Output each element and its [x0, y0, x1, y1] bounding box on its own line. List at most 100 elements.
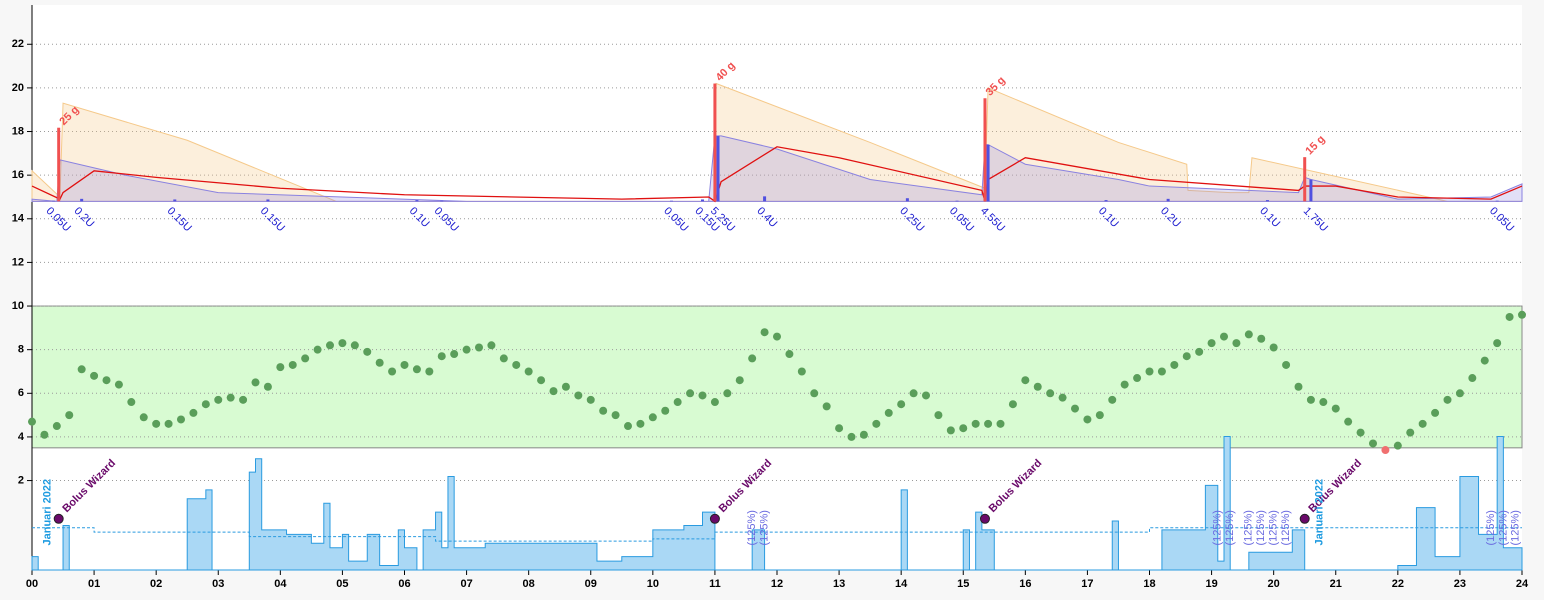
- glucose-point: [1269, 343, 1278, 352]
- glucose-point: [1145, 367, 1154, 376]
- glucose-point: [1008, 400, 1017, 409]
- x-tick-label: 22: [1392, 578, 1404, 590]
- glucose-point: [922, 391, 930, 400]
- glucose-point: [1182, 352, 1191, 361]
- bolus-bar: [955, 200, 959, 202]
- x-tick-label: 06: [398, 578, 410, 590]
- y-tick-label: 10: [12, 300, 24, 312]
- glucose-point: [524, 367, 533, 376]
- glucose-point: [263, 382, 272, 391]
- glucose-point: [1418, 419, 1427, 428]
- glucose-point: [710, 398, 719, 407]
- target-range: [31, 305, 1523, 449]
- bolus-wizard-marker: [1299, 513, 1310, 524]
- glucose-point: [599, 406, 608, 415]
- x-tick-label: 02: [150, 578, 162, 590]
- bolus-bar: [80, 198, 84, 202]
- glucose-point: [388, 367, 397, 376]
- bolus-bar: [669, 200, 673, 202]
- bolus-bar: [173, 199, 177, 202]
- y-tick-label: 20: [12, 82, 24, 94]
- glucose-point: [561, 382, 570, 391]
- glucose-point: [1455, 389, 1464, 398]
- x-tick-label: 20: [1268, 578, 1280, 590]
- bolus-bar: [415, 200, 419, 202]
- glucose-point: [810, 389, 819, 398]
- glucose-point: [214, 395, 223, 404]
- temp-basal-label: (125%): [1224, 510, 1236, 545]
- temp-basal-label: (125%): [1243, 510, 1255, 545]
- x-tick-label: 01: [88, 578, 100, 590]
- glucose-point: [611, 411, 620, 420]
- glucose-point: [1083, 415, 1092, 424]
- glucose-point: [512, 360, 521, 369]
- y-tick-label: 6: [18, 387, 24, 399]
- glucose-point: [152, 419, 161, 428]
- temp-basal-label: (125%): [1255, 510, 1267, 545]
- glucose-point: [723, 389, 732, 398]
- glucose-point: [884, 408, 893, 417]
- glucose-point: [897, 400, 906, 409]
- glucose-point: [363, 347, 372, 356]
- x-tick-label: 08: [523, 578, 535, 590]
- glucose-point: [934, 411, 943, 420]
- glucose-point: [909, 389, 918, 398]
- glucose-point: [1480, 356, 1489, 365]
- glucose-point: [1468, 374, 1477, 383]
- glucose-point: [189, 408, 198, 417]
- glucose-point: [437, 352, 446, 361]
- x-tick-label: 18: [1143, 578, 1155, 590]
- bolus-bar: [52, 200, 56, 202]
- y-tick-label: 2: [18, 474, 24, 486]
- glucose-point: [1505, 312, 1514, 321]
- glucose-point: [748, 354, 757, 363]
- glucose-point: [1120, 380, 1129, 389]
- glucose-point: [822, 402, 831, 411]
- x-tick-label: 23: [1454, 578, 1466, 590]
- glucose-point: [971, 419, 980, 428]
- glucose-point: [835, 424, 844, 433]
- temp-basal-label: (125%): [1510, 510, 1522, 545]
- bolus-bar: [905, 198, 909, 202]
- plot-area: [32, 5, 1522, 570]
- glucose-point: [773, 332, 781, 341]
- x-tick-label: 03: [212, 578, 224, 590]
- x-tick-label: 11: [709, 578, 721, 590]
- glucose-point: [350, 341, 359, 350]
- glucose-point: [77, 365, 86, 374]
- glucose-point: [276, 363, 285, 372]
- glucose-point: [1393, 441, 1402, 450]
- glucose-point: [586, 395, 595, 404]
- glucose-point: [636, 419, 645, 428]
- glucose-point: [326, 341, 334, 350]
- glucose-point: [1157, 367, 1166, 376]
- glucose-point: [313, 345, 322, 354]
- x-tick-label: 24: [1516, 578, 1529, 590]
- glucose-point: [338, 339, 347, 348]
- glucose-point: [400, 360, 409, 369]
- temp-basal-label: (125%): [1497, 510, 1509, 545]
- glucose-point: [139, 413, 148, 422]
- glucose-point: [1021, 376, 1030, 385]
- glucose-point: [760, 328, 769, 337]
- bolus-bar: [1166, 198, 1170, 202]
- glucose-point: [499, 354, 508, 363]
- glucose-point: [1232, 339, 1241, 348]
- glucose-point: [1244, 330, 1253, 339]
- glucose-point: [735, 376, 744, 385]
- x-tick-label: 12: [771, 578, 783, 590]
- date-label: Januari 2022: [1314, 479, 1326, 546]
- glucose-point: [1195, 347, 1204, 356]
- glucose-point: [1431, 408, 1440, 417]
- x-tick-label: 04: [274, 578, 287, 590]
- bolus-bar: [1265, 200, 1269, 202]
- bolus-bar: [716, 136, 720, 202]
- glucose-point: [127, 398, 136, 407]
- glucose-point: [1046, 389, 1055, 398]
- glucose-point: [847, 432, 856, 441]
- glucose-point: [487, 341, 496, 350]
- glucose-point: [475, 343, 483, 352]
- carb-bar: [57, 127, 61, 202]
- glucose-point: [177, 415, 185, 424]
- carbs-on-board: [31, 82, 1522, 202]
